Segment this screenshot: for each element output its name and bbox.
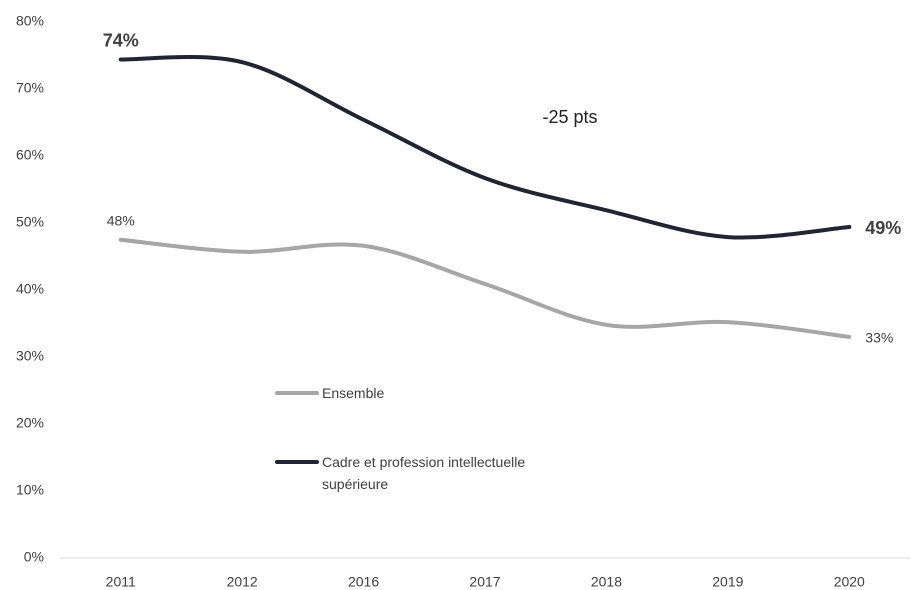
x-tick-label: 2016 (348, 574, 379, 590)
y-tick-label: 10% (16, 482, 44, 498)
y-tick-label: 60% (16, 147, 44, 163)
y-tick-label: 80% (16, 13, 44, 29)
y-tick-label: 30% (16, 348, 44, 364)
x-tick-label: 2018 (591, 574, 622, 590)
annotation: -25 pts (542, 107, 597, 127)
x-tick-label: 2011 (106, 574, 136, 590)
x-tick-label: 2012 (227, 574, 258, 590)
y-tick-label: 70% (16, 80, 44, 96)
data-label: 48% (107, 212, 135, 228)
y-tick-label: 50% (16, 214, 44, 230)
legend-label: Ensemble (322, 385, 385, 401)
y-tick-label: 40% (16, 281, 44, 297)
y-tick-label: 0% (24, 549, 44, 565)
x-tick-label: 2017 (469, 574, 500, 590)
data-label: 74% (103, 30, 139, 50)
legend-label: Cadre et profession intellectuelle supér… (322, 454, 526, 492)
data-label: 33% (865, 330, 893, 346)
x-tick-label: 2020 (834, 574, 865, 590)
data-label: 49% (865, 218, 901, 238)
line (118, 237, 852, 339)
line (118, 55, 852, 240)
x-tick-label: 2019 (712, 574, 743, 590)
y-tick-label: 20% (16, 415, 44, 431)
